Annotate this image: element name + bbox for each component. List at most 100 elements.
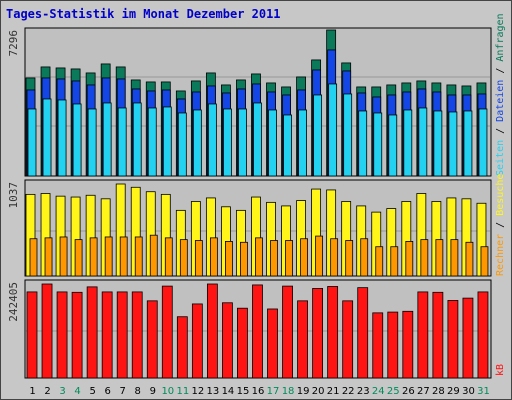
legend-kb: kB — [495, 364, 506, 376]
x-tick-label: 23 — [357, 386, 370, 397]
bar-seiten — [388, 114, 398, 177]
bar-seiten — [283, 114, 292, 177]
bar-rechner — [375, 246, 384, 277]
x-tick-label: 14 — [222, 386, 235, 397]
x-tick-label: 29 — [447, 386, 460, 397]
bar-seiten — [448, 111, 458, 177]
bar-seiten — [162, 106, 172, 177]
bar-seiten — [147, 107, 157, 177]
bar-seiten — [418, 107, 428, 177]
bar-kb — [222, 302, 233, 379]
bar-kb — [161, 285, 173, 379]
bar-seiten — [87, 108, 97, 177]
bar-seiten — [57, 99, 67, 177]
x-tick-label: 9 — [150, 386, 156, 397]
legend-label: Seiten / Dateien / Anfragen — [495, 13, 506, 176]
legend-seiten: Seiten — [495, 140, 506, 176]
bar-rechner — [255, 237, 263, 277]
x-tick-label: 30 — [462, 386, 475, 397]
bar-seiten — [373, 112, 383, 177]
bar-rechner — [420, 239, 429, 277]
x-tick-label: 13 — [207, 386, 220, 397]
bar-kb — [447, 300, 459, 379]
bar-rechner — [29, 238, 38, 277]
x-tick-label: 24 — [372, 386, 385, 397]
bar-rechner — [270, 240, 278, 277]
bar-rechner — [104, 236, 113, 277]
bar-rechner — [300, 238, 308, 277]
bar-kb — [357, 287, 369, 379]
bar-rechner — [360, 238, 369, 277]
x-tick-label: 28 — [432, 386, 445, 397]
y-axis-max-label: 242405 — [7, 282, 20, 322]
bar-rechner — [465, 241, 474, 277]
x-tick-label: 26 — [402, 386, 415, 397]
x-tick-label: 15 — [237, 386, 250, 397]
bar-kb — [267, 308, 278, 379]
bar-kb — [116, 291, 128, 379]
bar-rechner — [164, 237, 173, 277]
bar-rechner — [134, 236, 143, 277]
x-tick-label: 27 — [417, 386, 430, 397]
legend-label: kB — [495, 364, 506, 376]
bar-seiten — [298, 109, 307, 177]
x-tick-label: 8 — [135, 386, 141, 397]
x-tick-label: 3 — [59, 386, 65, 397]
x-tick-label: 11 — [176, 386, 189, 397]
x-tick-label: 6 — [104, 386, 110, 397]
bar-rechner — [435, 239, 444, 277]
bar-seiten — [328, 83, 338, 177]
y-axis-max-label: 7296 — [7, 30, 20, 57]
bar-seiten — [72, 103, 82, 177]
bar-kb — [252, 284, 263, 379]
bar-seiten — [223, 108, 232, 177]
bar-rechner — [149, 234, 158, 277]
bar-kb — [237, 307, 248, 379]
bar-seiten — [343, 93, 353, 177]
legend-label: Rechner / Besuche — [495, 174, 506, 276]
bar-rechner — [89, 237, 98, 277]
bar-kb — [462, 297, 474, 379]
legend-sep: / — [495, 216, 506, 234]
bar-kb — [131, 291, 143, 379]
bar-kb — [282, 285, 293, 379]
bar-kb — [477, 291, 489, 379]
bar-seiten — [313, 94, 323, 177]
x-tick-label: 20 — [312, 386, 325, 397]
bar-rechner — [285, 240, 293, 277]
bar-rechner — [405, 241, 414, 277]
bar-seiten — [403, 109, 413, 177]
legend-anfragen: Anfragen — [495, 13, 506, 61]
bar-rechner — [225, 241, 233, 277]
x-tick-label: 21 — [327, 386, 340, 397]
bar-rechner — [330, 238, 339, 277]
bar-kb — [146, 300, 158, 379]
y-axis-max-label: 1037 — [7, 182, 20, 209]
x-tick-label: 25 — [387, 386, 400, 397]
bar-kb — [86, 286, 98, 379]
legend-sep: / — [495, 122, 506, 140]
x-tick-label: 10 — [161, 386, 174, 397]
bar-seiten — [177, 112, 187, 177]
bar-kb — [26, 291, 38, 379]
bar-rechner — [194, 240, 203, 277]
page-title: Tages-Statistik im Monat Dezember 2011 — [6, 7, 281, 21]
bar-kb — [41, 283, 53, 379]
bar-seiten — [253, 102, 262, 177]
bar-kb — [191, 303, 203, 379]
bar-seiten — [42, 98, 52, 177]
x-tick-label: 22 — [342, 386, 355, 397]
bar-rechner — [240, 241, 248, 277]
legend-dateien: Dateien — [495, 80, 506, 122]
bar-seiten — [268, 109, 277, 177]
x-tick-label: 7 — [120, 386, 126, 397]
bar-kb — [71, 291, 83, 379]
bar-kb — [206, 283, 218, 379]
bar-kb — [101, 291, 113, 379]
bar-kb — [56, 291, 68, 379]
bar-seiten — [463, 110, 473, 177]
x-tick-label: 17 — [267, 386, 280, 397]
bar-seiten — [192, 109, 202, 177]
bar-kb — [176, 316, 188, 379]
